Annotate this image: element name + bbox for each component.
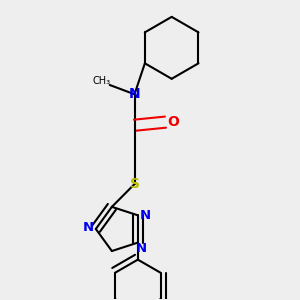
- Text: S: S: [130, 177, 140, 191]
- Text: CH₃: CH₃: [93, 76, 111, 86]
- Text: N: N: [140, 209, 151, 222]
- Text: N: N: [129, 87, 140, 101]
- Text: O: O: [167, 115, 179, 129]
- Text: N: N: [135, 242, 146, 255]
- Text: N: N: [82, 221, 94, 234]
